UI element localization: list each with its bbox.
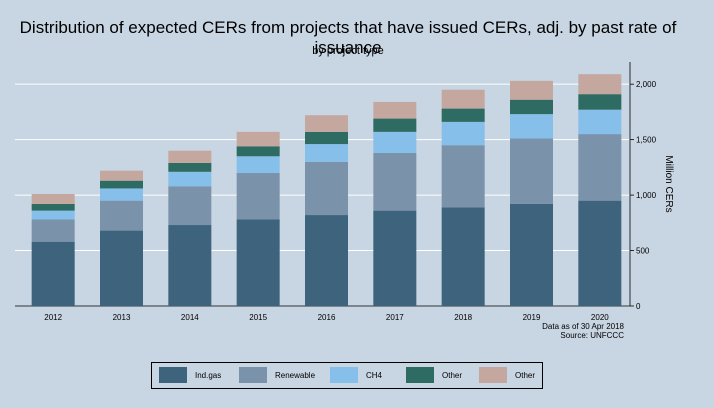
bar-segment [305,115,348,132]
legend-item-ch4: CH4 [330,367,382,383]
y-axis-title: Million CERs [663,155,674,212]
x-tick-label: 2015 [249,313,267,322]
bar-segment [168,162,212,172]
bar-segment [236,172,280,220]
bar-segment [168,171,212,187]
legend-item-renewable: Renewable [239,367,315,383]
legend-item-other-1: Other [406,367,462,383]
x-tick-label: 2018 [454,313,472,322]
bar-segment [510,99,553,115]
legend-label: Ind.gas [195,370,222,380]
legend-swatch [239,367,267,383]
x-tick-label: 2019 [523,313,541,322]
x-tick-label: 2014 [181,313,199,322]
bar-segment [510,138,553,204]
bar-segment [373,131,417,153]
bar-segment [373,210,417,306]
legend-label: Other [442,370,463,380]
bar-segment [373,101,417,119]
bar-segment [441,89,485,109]
bar-segment [100,188,143,201]
y-tick-label: 1,000 [636,191,657,200]
bar-segment [373,118,417,132]
legend-label: CH4 [366,370,383,380]
bar-segment [578,109,622,135]
bar-segment [100,230,143,306]
bar-segment [578,74,622,95]
legend-item-ind-gas: Ind.gas [159,367,221,383]
bar-segment [100,200,143,231]
y-tick-label: 500 [636,247,650,256]
x-tick-label: 2020 [591,313,609,322]
legend-swatch [330,367,358,383]
y-tick-label: 1,500 [636,136,657,145]
bar-segment [100,180,143,189]
bar-segment [510,114,553,139]
bar-segment [31,203,75,211]
bar-segment [578,94,622,110]
y-tick-label: 2,000 [636,80,657,89]
bar-segment [236,156,280,173]
bar-segment [578,200,622,306]
bar-segment [441,108,485,122]
bar-segment [31,210,75,220]
bar-segment [510,203,553,306]
bar-segment [305,215,348,306]
y-tick-label: 0 [636,302,641,311]
bar-segment [100,170,143,181]
legend-swatch [406,367,434,383]
legend-swatch [479,367,507,383]
bar-segment [441,121,485,146]
x-tick-label: 2017 [386,313,404,322]
bar-segment [236,131,280,147]
x-tick-label: 2016 [318,313,336,322]
bar-segment [168,186,212,226]
bar-segment [305,131,348,145]
bar-segment [441,207,485,306]
data-date-note: Data as of 30 Apr 2018 [542,322,624,331]
legend: Ind.gas Renewable CH4 Other Other [151,362,543,389]
legend-item-other-2: Other [479,367,535,383]
legend-label: Other [515,370,536,380]
bar-segment [441,145,485,208]
bar-segment [305,144,348,162]
bar-segment [236,219,280,306]
legend-label: Renewable [275,370,316,380]
bar-segment [373,152,417,211]
x-tick-label: 2012 [44,313,62,322]
chart-title: Distribution of expected CERs from proje… [19,18,677,57]
bar-segment [236,146,280,157]
source-note: Source: UNFCCC [560,331,624,340]
chart-subtitle: by project type [312,45,384,57]
bar-segment [31,219,75,242]
bar-segment [31,193,75,204]
x-tick-label: 2013 [113,313,131,322]
bar-segment [168,150,212,163]
bar-segment [305,161,348,216]
legend-swatch [159,367,187,383]
bar-segment [578,134,622,201]
bar-segment [168,225,212,306]
bar-segment [31,241,75,306]
bar-segment [510,80,553,100]
